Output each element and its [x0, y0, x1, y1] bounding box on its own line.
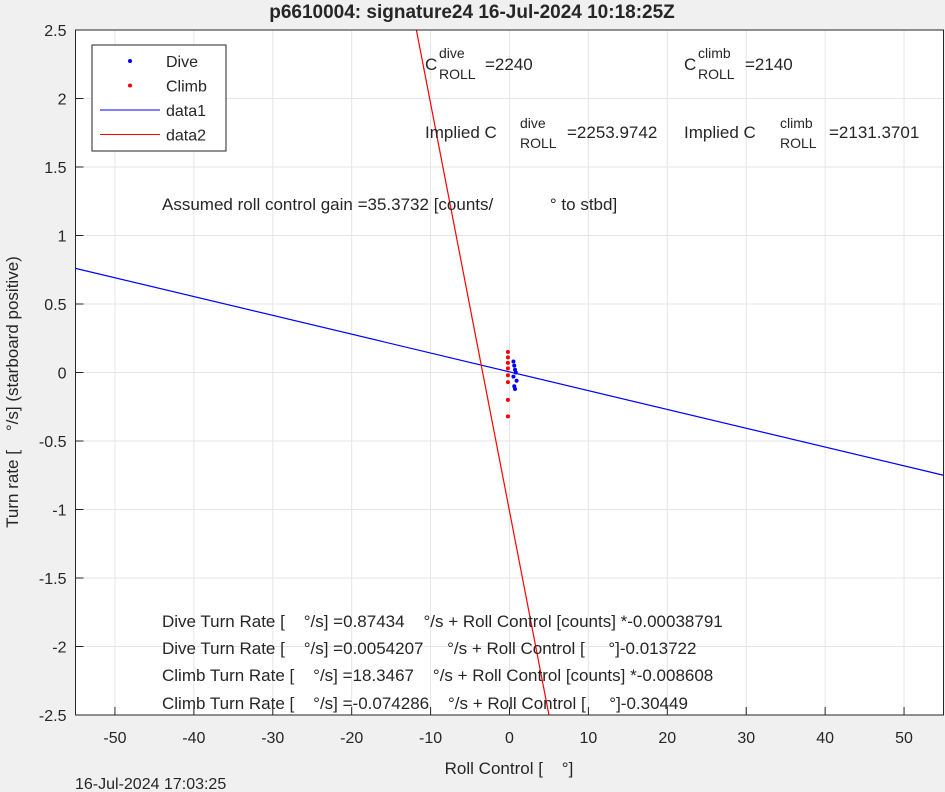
marks [75, 29, 944, 716]
point [513, 386, 518, 391]
annotation-base: Implied C [425, 123, 497, 142]
annotation-equation: Climb Turn Rate [ °/s] =18.3467 °/s + Ro… [162, 666, 713, 685]
legend-box [91, 44, 227, 152]
annotation-sub: ROLL [439, 66, 476, 82]
legend-label: data2 [166, 128, 206, 145]
x-tick-label: 0 [505, 730, 514, 747]
y-tick-label: 2 [58, 92, 67, 109]
y-tick-label: 0 [58, 366, 67, 383]
x-tick-label: -20 [340, 730, 363, 747]
x-tick-label: -10 [419, 730, 442, 747]
annotation-base: C [425, 55, 437, 74]
x-tick-label: -50 [103, 730, 126, 747]
fit-line [415, 29, 550, 716]
annotation-sup: dive [520, 115, 546, 131]
annotation-sub: ROLL [780, 135, 817, 151]
x-tick-label: 40 [816, 730, 834, 747]
legend-label: Climb [166, 79, 207, 96]
point [505, 380, 510, 385]
annotation-base: Implied C [684, 123, 756, 142]
annotation-base: C [684, 55, 696, 74]
timestamp: 16-Jul-2024 17:03:25 [75, 776, 226, 792]
fit-line [75, 267, 944, 476]
x-tick-label: -30 [261, 730, 284, 747]
point [505, 366, 510, 371]
y-tick-label: -2.5 [39, 708, 67, 725]
annotation-sub: ROLL [698, 66, 735, 82]
legend-label: data1 [166, 103, 206, 120]
point [505, 397, 510, 402]
x-axis-label: Roll Control [ °] [445, 759, 574, 778]
annotation-value: =2240 [485, 55, 533, 74]
annotation-equation: Climb Turn Rate [ °/s] =-0.074286 °/s + … [162, 694, 688, 713]
annotation-value: =2140 [745, 55, 793, 74]
point [511, 374, 516, 379]
annotation-sub: ROLL [520, 135, 557, 151]
y-tick-label: 1.5 [44, 160, 66, 177]
x-tick-label: 10 [580, 730, 598, 747]
annotation-sup: climb [780, 115, 813, 131]
x-tick-label: -40 [182, 730, 205, 747]
point [505, 414, 510, 419]
point [505, 349, 510, 354]
y-tick-label: -1 [52, 503, 66, 520]
y-tick-label: 1 [58, 229, 67, 246]
annotation-value: =2131.3701 [829, 123, 919, 142]
x-tick-label: 20 [658, 730, 676, 747]
point [513, 370, 518, 375]
point [511, 359, 516, 364]
point [505, 355, 510, 360]
annotation-sup: climb [698, 45, 731, 61]
ticks: -50 -40 -30 -20 -10 0 10 20 30 40 50-2.5-2-1.5-1-0… [39, 23, 913, 747]
point [512, 363, 517, 368]
y-tick-label: -2 [52, 640, 66, 657]
annotation-equation: Dive Turn Rate [ °/s] =0.87434 °/s + Rol… [162, 612, 723, 631]
annotation-gain: Assumed roll control gain =35.3732 [coun… [162, 195, 617, 214]
legend-label: Dive [166, 54, 198, 71]
point [505, 373, 510, 378]
legend-marker [128, 59, 132, 63]
point [514, 378, 519, 383]
x-tick-label: 30 [737, 730, 755, 747]
annotation-sup: dive [439, 45, 465, 61]
y-tick-label: -1.5 [39, 571, 67, 588]
legend: Dive Climb data1 data2 [91, 44, 227, 152]
point [505, 360, 510, 365]
annotation-equation: Dive Turn Rate [ °/s] =0.0054207 °/s + R… [162, 639, 696, 658]
y-tick-label: -0.5 [39, 434, 67, 451]
annotation: C dive ROLL =2240 C climb ROLL =2140 Imp… [162, 45, 919, 713]
x-tick-label: 50 [895, 730, 913, 747]
y-axis-label: Turn rate [ °/s] (starboard positive) [3, 256, 22, 528]
chart-title: p6610004: signature24 16-Jul-2024 10:18:… [269, 2, 675, 23]
y-tick-label: 0.5 [44, 297, 66, 314]
legend-marker [128, 83, 132, 88]
annotation-value: =2253.9742 [567, 123, 657, 142]
y-tick-label: 2.5 [44, 23, 66, 40]
